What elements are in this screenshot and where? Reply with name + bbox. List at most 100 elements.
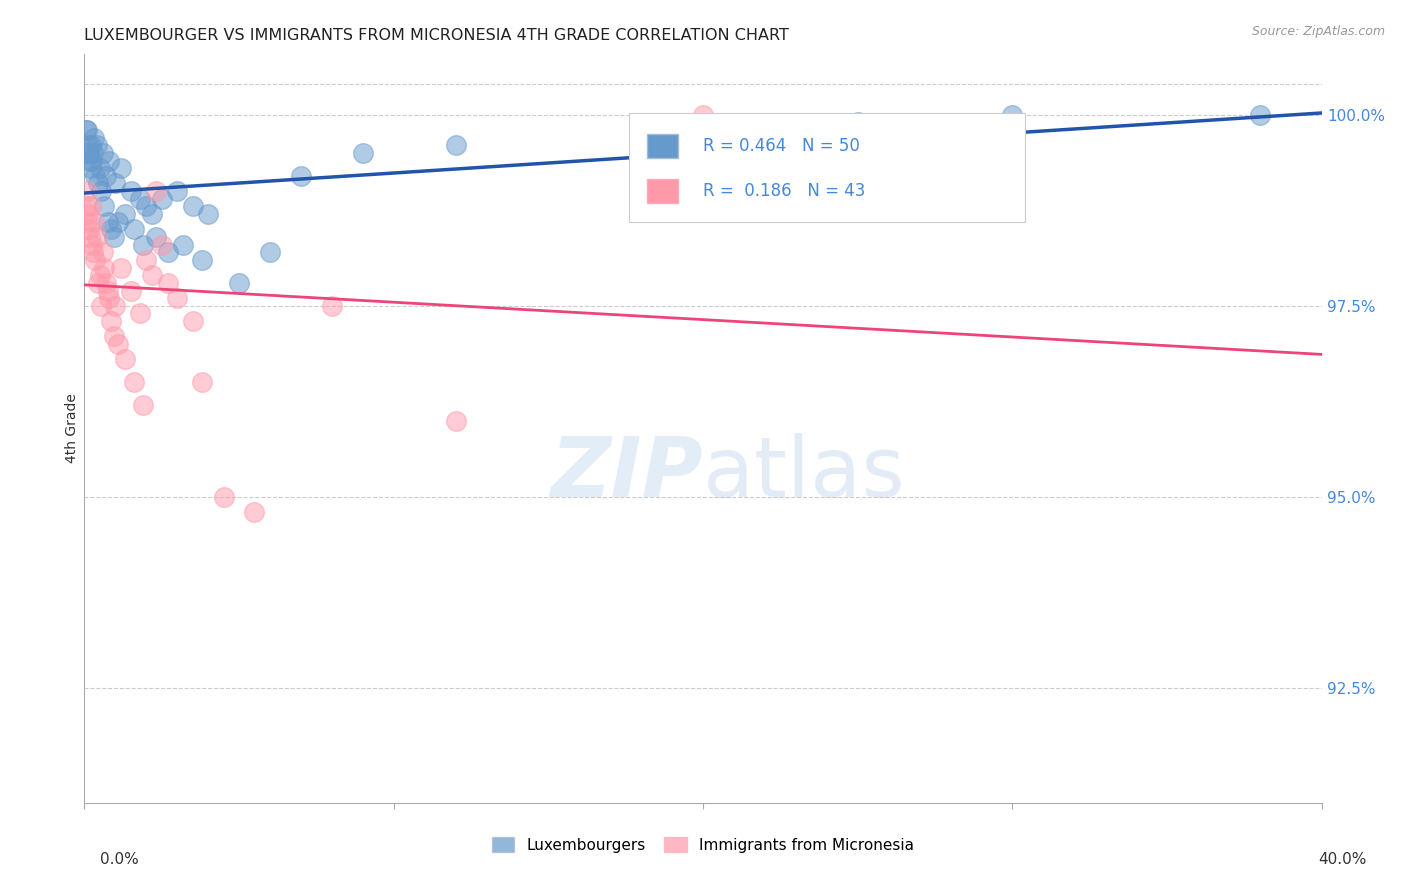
Point xyxy=(77,138,100,153)
Point xyxy=(259,245,281,260)
Point xyxy=(104,177,127,191)
Point xyxy=(135,199,157,213)
Text: R =  0.186   N = 43: R = 0.186 N = 43 xyxy=(703,182,865,200)
Point xyxy=(83,130,105,145)
Point xyxy=(846,115,869,129)
Point xyxy=(120,284,142,298)
Point xyxy=(75,123,97,137)
Text: ZIP: ZIP xyxy=(550,433,703,514)
Point xyxy=(191,376,214,390)
Point xyxy=(107,215,129,229)
Point xyxy=(104,299,127,313)
Text: R = 0.464   N = 50: R = 0.464 N = 50 xyxy=(703,136,860,154)
Text: 40.0%: 40.0% xyxy=(1319,852,1367,867)
Point xyxy=(100,222,122,236)
Point xyxy=(141,268,163,283)
Y-axis label: 4th Grade: 4th Grade xyxy=(65,393,79,463)
Point xyxy=(93,260,115,275)
Point xyxy=(114,352,136,367)
Point xyxy=(84,169,107,183)
Text: LUXEMBOURGER VS IMMIGRANTS FROM MICRONESIA 4TH GRADE CORRELATION CHART: LUXEMBOURGER VS IMMIGRANTS FROM MICRONES… xyxy=(84,28,789,43)
Point xyxy=(212,490,235,504)
Point xyxy=(135,252,157,267)
Point xyxy=(444,413,467,427)
Point xyxy=(84,252,107,267)
Point xyxy=(1249,108,1271,122)
Point xyxy=(1001,108,1024,122)
Point xyxy=(82,245,104,260)
Point xyxy=(120,184,142,198)
Point xyxy=(76,123,98,137)
Point xyxy=(90,184,112,198)
Point xyxy=(77,222,100,236)
Bar xyxy=(647,179,678,203)
Point xyxy=(83,215,105,229)
Point xyxy=(103,329,125,343)
Point xyxy=(145,230,167,244)
Point xyxy=(79,153,101,168)
Point xyxy=(321,299,343,313)
Point xyxy=(79,138,101,153)
Point xyxy=(145,184,167,198)
Point xyxy=(79,199,101,213)
Point xyxy=(93,199,115,213)
Point xyxy=(132,237,155,252)
Point xyxy=(444,138,467,153)
Point xyxy=(75,199,97,213)
Point xyxy=(110,161,132,176)
Point xyxy=(76,215,98,229)
Point xyxy=(191,252,214,267)
Point xyxy=(94,169,117,183)
Point xyxy=(77,145,100,160)
Text: Source: ZipAtlas.com: Source: ZipAtlas.com xyxy=(1251,25,1385,38)
Point xyxy=(96,284,118,298)
Point xyxy=(141,207,163,221)
Point xyxy=(91,245,114,260)
Point xyxy=(89,161,111,176)
Point xyxy=(132,398,155,412)
Point xyxy=(77,207,100,221)
Point xyxy=(82,237,104,252)
Point xyxy=(129,306,152,320)
Point xyxy=(150,237,173,252)
Point xyxy=(80,161,103,176)
Point xyxy=(82,145,104,160)
Point xyxy=(76,184,98,198)
Point xyxy=(114,207,136,221)
Point xyxy=(76,145,98,160)
Point xyxy=(129,192,152,206)
Point xyxy=(122,376,145,390)
Point xyxy=(150,192,173,206)
Point xyxy=(122,222,145,236)
Point xyxy=(79,230,101,244)
Point xyxy=(98,291,121,305)
Point xyxy=(181,314,204,328)
Point xyxy=(94,276,117,290)
Point xyxy=(290,169,312,183)
Point xyxy=(89,268,111,283)
Point xyxy=(110,260,132,275)
Point xyxy=(96,215,118,229)
Point xyxy=(86,230,108,244)
Point xyxy=(692,108,714,122)
Point xyxy=(197,207,219,221)
FancyBboxPatch shape xyxy=(628,113,1025,222)
Point xyxy=(166,291,188,305)
Point xyxy=(172,237,194,252)
Point xyxy=(630,123,652,137)
Point xyxy=(100,314,122,328)
Point xyxy=(156,245,179,260)
Legend: Luxembourgers, Immigrants from Micronesia: Luxembourgers, Immigrants from Micronesi… xyxy=(485,830,921,859)
Point xyxy=(86,138,108,153)
Point xyxy=(181,199,204,213)
Point xyxy=(156,276,179,290)
Point xyxy=(103,230,125,244)
Point xyxy=(352,145,374,160)
Point xyxy=(87,276,110,290)
Point xyxy=(98,153,121,168)
Point xyxy=(166,184,188,198)
Point xyxy=(107,337,129,351)
Text: atlas: atlas xyxy=(703,433,904,514)
Point xyxy=(243,505,266,519)
Bar xyxy=(647,134,678,159)
